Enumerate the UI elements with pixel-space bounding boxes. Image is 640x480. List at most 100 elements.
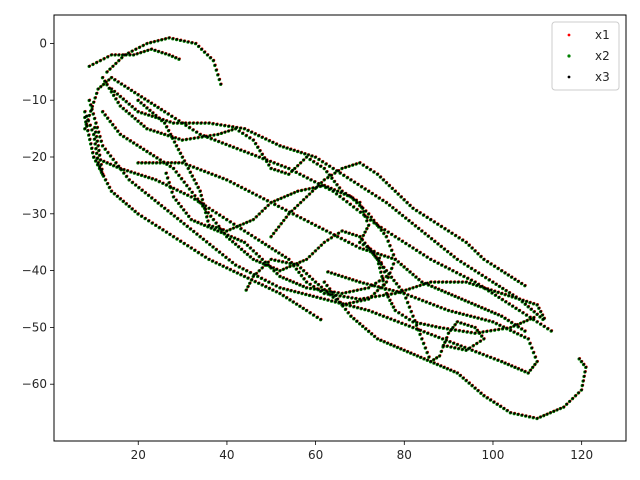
data-point-x3 (197, 136, 200, 139)
data-point-x3 (235, 126, 238, 129)
data-point-x3 (445, 280, 448, 284)
data-point-x3 (395, 282, 398, 285)
data-point-x3 (323, 178, 326, 181)
data-point-x3 (154, 116, 158, 119)
data-point-x3 (562, 405, 566, 409)
data-point-x3 (465, 241, 468, 244)
data-point-x3 (546, 412, 549, 416)
data-point-x3 (122, 171, 126, 175)
data-point-x3 (91, 63, 95, 66)
data-point-x3 (144, 161, 147, 164)
data-point-x3 (267, 163, 271, 167)
data-point-x3 (258, 195, 262, 198)
data-point-x3 (411, 326, 415, 329)
y-tick-label: −40 (22, 264, 47, 278)
data-point-x3 (273, 269, 276, 272)
data-point-x3 (559, 407, 562, 410)
data-point-x3 (225, 266, 229, 269)
data-point-x3 (382, 294, 385, 297)
data-point-x3 (362, 234, 365, 237)
data-point-x3 (423, 322, 426, 326)
data-point-x3 (484, 276, 488, 279)
data-point-x3 (329, 231, 332, 234)
data-point-x3 (539, 310, 543, 313)
data-point-x3 (305, 258, 308, 261)
data-point-x3 (168, 233, 172, 236)
data-point-x3 (239, 227, 243, 230)
data-point-x3 (556, 408, 559, 411)
data-point-x3 (424, 346, 427, 350)
data-point-x3 (532, 351, 535, 354)
data-point-x3 (451, 310, 454, 313)
data-point-x3 (254, 132, 257, 135)
data-point-x3 (339, 171, 342, 175)
data-point-x3 (213, 138, 217, 142)
data-point-x3 (210, 137, 213, 140)
data-point-x3 (518, 309, 521, 312)
data-point-x3 (390, 292, 393, 296)
legend-label-x1: x1 (595, 28, 610, 42)
data-point-x3 (95, 61, 99, 64)
data-point-x3 (390, 256, 394, 260)
data-point-x3 (177, 119, 181, 122)
data-point-x3 (312, 160, 316, 163)
data-point-x3 (144, 191, 147, 194)
data-point-x3 (163, 206, 167, 210)
data-point-x3 (486, 260, 489, 263)
data-point-x3 (239, 126, 242, 130)
data-point-x3 (521, 311, 525, 314)
data-point-x3 (106, 55, 110, 58)
data-point-x3 (305, 195, 308, 198)
data-point-x3 (103, 57, 106, 60)
data-point-x3 (116, 194, 119, 198)
data-point-x3 (355, 234, 358, 237)
data-point-x3 (228, 237, 232, 241)
data-point-x3 (328, 173, 331, 177)
data-point-x3 (407, 219, 411, 222)
data-point-x3 (185, 138, 188, 141)
data-point-x3 (89, 142, 93, 145)
data-point-x3 (364, 230, 367, 234)
data-point-x3 (385, 201, 388, 204)
data-point-x3 (522, 320, 526, 323)
data-point-x3 (534, 355, 537, 359)
data-point-x3 (469, 314, 473, 318)
series-x3 (83, 36, 588, 420)
data-point-x3 (364, 209, 368, 213)
data-point-x3 (513, 365, 517, 369)
data-point-x3 (207, 211, 210, 214)
data-point-x3 (388, 244, 392, 247)
data-point-x3 (258, 149, 262, 152)
data-point-x3 (113, 90, 116, 93)
data-point-x3 (379, 286, 382, 289)
data-point-x3 (404, 323, 407, 326)
data-point-x3 (325, 162, 328, 166)
data-point-x3 (501, 287, 505, 290)
data-point-x3 (200, 253, 204, 256)
data-point-x3 (270, 201, 273, 204)
data-point-x3 (536, 312, 539, 316)
data-point-x3 (502, 407, 506, 410)
data-point-x3 (289, 147, 292, 151)
data-point-x3 (474, 331, 477, 335)
data-point-x3 (382, 266, 386, 269)
data-point-x3 (468, 281, 472, 285)
data-point-x3 (438, 354, 441, 357)
data-point-x3 (254, 142, 257, 145)
data-point-x3 (447, 331, 450, 335)
data-point-x3 (498, 285, 501, 288)
data-point-x3 (187, 167, 190, 170)
data-point-x3 (282, 219, 286, 222)
data-point-x3 (113, 78, 117, 81)
data-point-x3 (101, 76, 104, 79)
data-point-x3 (452, 370, 456, 373)
data-point-x3 (482, 286, 486, 289)
data-point-x3 (246, 243, 249, 247)
legend-box (551, 21, 620, 91)
data-point-x3 (302, 259, 305, 262)
data-point-x3 (497, 313, 500, 316)
data-point-x3 (511, 295, 514, 298)
data-point-x3 (329, 290, 332, 293)
data-point-x3 (89, 123, 92, 127)
data-point-x3 (426, 216, 429, 219)
